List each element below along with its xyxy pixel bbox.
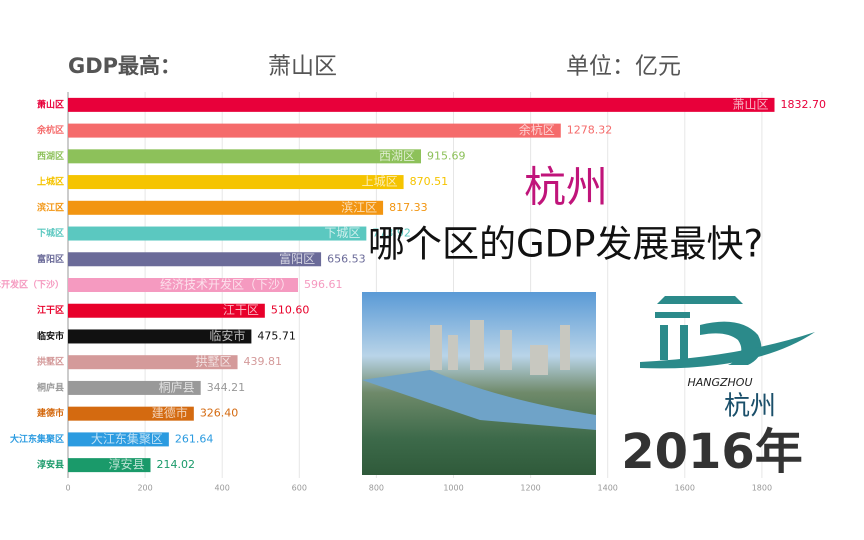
header-label: GDP最高： (68, 54, 181, 78)
bar-name-label: 拱墅区 (196, 355, 232, 369)
value-label: 214.02 (157, 458, 196, 471)
bar-name-label: 余杭区 (519, 122, 555, 137)
year: 2016年 (621, 424, 803, 480)
photo-buildings (430, 320, 570, 375)
bar (68, 380, 201, 395)
y-tick-label: 萧山区 (37, 98, 64, 110)
x-tick-label: 1000 (443, 484, 463, 493)
bar-name-label: 临安市 (209, 328, 245, 343)
y-tick-label: 滨江区 (37, 201, 64, 213)
bar-name-label: 富阳区 (279, 251, 315, 266)
y-tick-label: 经济技术开发区（下沙） (0, 279, 64, 291)
bar (68, 406, 194, 421)
x-tick-label: 200 (137, 484, 152, 493)
value-label: 1278.32 (567, 124, 613, 137)
value-label: 915.69 (427, 149, 466, 162)
y-tick-label: 江干区 (37, 304, 64, 316)
bar (68, 355, 238, 370)
bar (68, 278, 298, 292)
y-tick-label: 富阳区 (37, 253, 64, 265)
bar (68, 432, 169, 447)
bar (68, 123, 561, 138)
x-tick-label: 0 (65, 484, 70, 493)
logo-mark (640, 296, 815, 369)
y-tick-label: 临安市 (37, 330, 64, 342)
value-label: 326.40 (200, 407, 239, 420)
value-label: 475.71 (257, 329, 296, 342)
question: 哪个区的GDP发展最快? (368, 223, 763, 266)
x-tick-label: 600 (292, 484, 307, 493)
city: 杭州 (524, 163, 608, 212)
value-label: 439.81 (244, 355, 283, 368)
x-tick-label: 1600 (675, 484, 695, 493)
y-tick-label: 余杭区 (36, 124, 64, 136)
bar (68, 149, 421, 164)
value-label: 261.64 (175, 432, 214, 445)
bar-name-label: 经济技术开发区（下沙） (160, 277, 292, 292)
value-label: 1832.70 (781, 98, 827, 111)
logo-name: 杭州 (724, 392, 776, 422)
x-tick-label: 400 (215, 484, 230, 493)
bar-name-label: 淳安县 (108, 457, 144, 472)
bar (68, 303, 265, 318)
bar-name-label: 大江东集聚区 (91, 431, 163, 446)
x-tick-label: 1800 (752, 484, 772, 493)
x-tick-label: 800 (369, 484, 384, 493)
y-tick-label: 大江东集聚区 (10, 433, 64, 445)
bar-name-label: 桐庐县 (159, 379, 195, 394)
value-label: 817.33 (389, 201, 428, 214)
value-label: 773.92 (372, 227, 411, 240)
y-tick-label: 建德市 (37, 407, 64, 419)
unit: 单位：亿元 (566, 54, 681, 80)
bar (68, 458, 151, 473)
logo-text: HANGZHOU (687, 376, 752, 389)
x-tick-label: 1200 (520, 484, 540, 493)
bar (68, 329, 252, 344)
value-label: 656.53 (327, 252, 366, 265)
photo-river (362, 370, 596, 430)
bar (68, 175, 404, 190)
bar-name-label: 滨江区 (341, 199, 377, 214)
y-tick-label: 下城区 (37, 227, 64, 239)
y-tick-label: 淳安县 (37, 459, 64, 471)
y-tick-label: 西湖区 (37, 150, 64, 162)
value-label: 344.21 (207, 381, 246, 394)
bar-name-label: 萧山区 (732, 97, 768, 111)
y-tick-label: 拱墅区 (37, 356, 64, 368)
bar-name-label: 西湖区 (379, 148, 415, 163)
bar-name-label: 上城区 (362, 175, 398, 189)
bar (68, 97, 775, 112)
bar-name-label: 下城区 (324, 226, 360, 240)
bar (68, 252, 322, 267)
value-label: 510.60 (271, 304, 310, 317)
bar (68, 200, 384, 215)
value-label: 870.51 (410, 175, 449, 188)
value-label: 596.61 (304, 278, 343, 291)
leader: 萧山区 (268, 54, 337, 80)
y-tick-label: 上城区 (37, 176, 64, 188)
bar (68, 226, 367, 241)
y-tick-label: 桐庐县 (37, 381, 64, 393)
bar-name-label: 建德市 (152, 405, 188, 420)
x-tick-label: 1400 (598, 484, 618, 493)
bar-name-label: 江干区 (223, 303, 259, 317)
